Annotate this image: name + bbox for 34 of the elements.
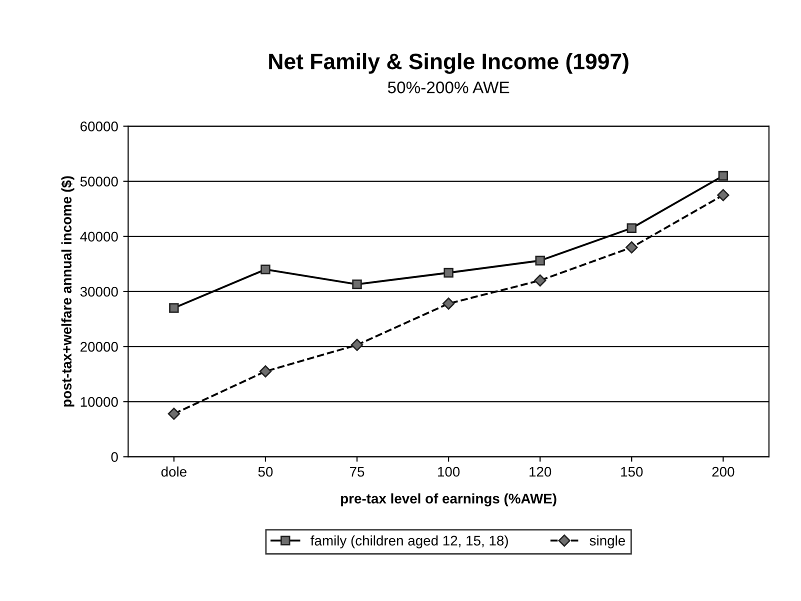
x-tick-label: dole <box>161 466 186 477</box>
y-tick-label: 10000 <box>80 397 118 407</box>
point <box>534 274 546 287</box>
x-tick-label: 150 <box>621 466 643 477</box>
x-tick-label: 75 <box>350 466 364 477</box>
point <box>718 170 728 181</box>
point <box>168 408 180 420</box>
x-tick-label: 120 <box>530 466 552 477</box>
point <box>626 223 637 233</box>
point <box>444 268 454 278</box>
point <box>352 279 362 290</box>
y-tick-label: 60000 <box>80 122 118 132</box>
point <box>442 298 455 310</box>
legend-label: single <box>590 535 626 548</box>
x-tick-label: 200 <box>712 466 734 477</box>
y-tick-label: 20000 <box>80 342 118 352</box>
y-tick-label: 30000 <box>80 286 118 297</box>
point <box>626 241 638 254</box>
point <box>169 303 179 313</box>
point <box>717 188 730 202</box>
y-tick-label: 40000 <box>80 232 118 242</box>
y-tick-label: 0 <box>111 452 118 462</box>
point <box>260 264 270 274</box>
y-tick-label: 50000 <box>80 176 118 186</box>
y-axis-title: post-tax+welfare annual income ($) <box>61 176 74 407</box>
chart-subtitle: 50%-200% AWE <box>388 82 510 94</box>
point <box>259 365 272 378</box>
legend-label: family (children aged 12, 15, 18) <box>310 535 508 548</box>
point <box>535 256 545 266</box>
chart-title: Net Family & Single Income (1997) <box>269 53 628 74</box>
x-tick-label: 50 <box>258 466 273 477</box>
point <box>350 338 364 352</box>
x-axis-title: pre-tax level of earnings (%AWE) <box>341 493 556 506</box>
x-tick-label: 100 <box>438 466 460 477</box>
